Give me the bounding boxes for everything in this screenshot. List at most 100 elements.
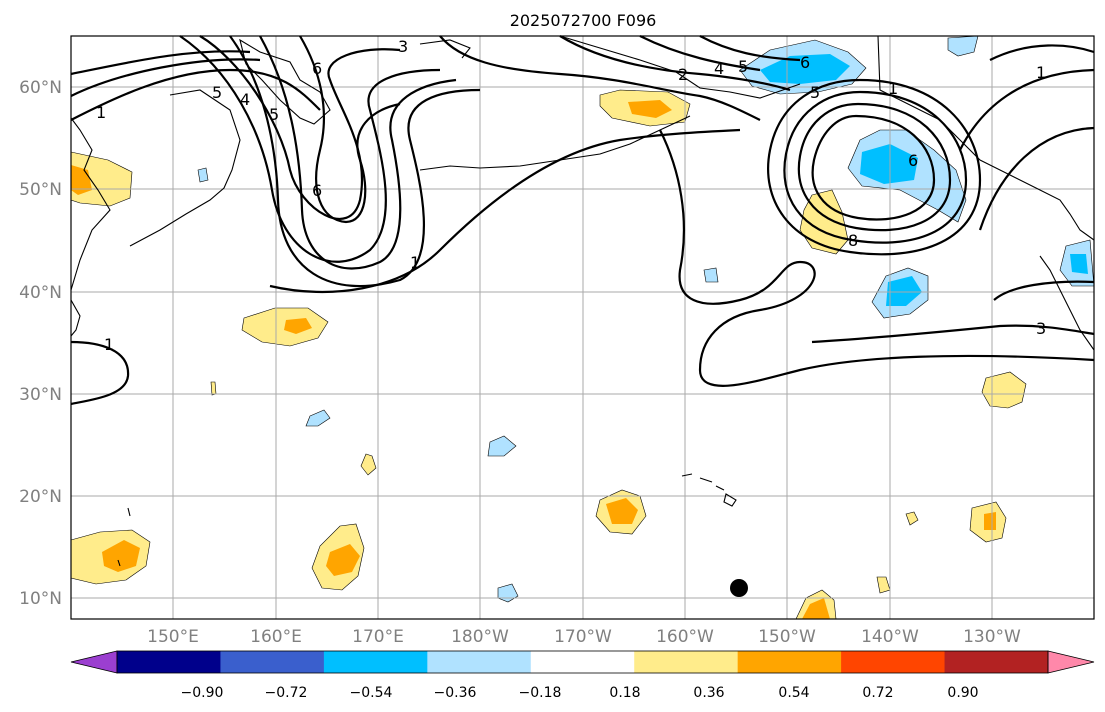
negative-anomaly-core: [760, 54, 850, 84]
lat-label: 60°N: [19, 78, 62, 98]
small-islands: [117, 507, 131, 567]
colorbar-tick-label: 0.36: [693, 685, 724, 701]
positive-anomaly: [360, 453, 377, 476]
contour-label: 1: [410, 253, 420, 272]
colorbar-tick-label: 0.72: [862, 685, 893, 701]
japan-coast: [70, 299, 81, 337]
lon-label: 130°W: [963, 627, 1021, 647]
colorbar: [70, 650, 1095, 674]
lon-label: 150°E: [147, 627, 199, 647]
negative-anomaly: [305, 409, 331, 427]
colorbar-tick-label: −0.72: [265, 685, 308, 701]
contour-line: [699, 35, 801, 62]
colorbar-tick-label: −0.90: [181, 685, 224, 701]
contour-label: 6: [908, 151, 918, 170]
contour-line: [639, 35, 761, 72]
colorbar-tick-label: −0.54: [350, 685, 393, 701]
contour-line: [269, 128, 741, 294]
contour-line: [70, 68, 321, 121]
colorbar-segment: [323, 651, 428, 673]
positive-anomaly-core: [802, 598, 830, 619]
contour-label: 8: [848, 231, 858, 250]
contour-line: [70, 340, 130, 406]
lat-label: 50°N: [19, 180, 62, 200]
contour-label: 5: [738, 57, 748, 76]
contour-label: 3: [1036, 319, 1046, 338]
contours: [70, 35, 1095, 406]
location-marker-dot: [730, 579, 748, 597]
lon-label: 180°W: [451, 627, 509, 647]
colorbar-segment: [944, 651, 1049, 673]
negative-anomaly: [703, 267, 719, 283]
contour-label: 5: [212, 83, 222, 102]
latitude-labels: 60°N 50°N 40°N 30°N 20°N 10°N: [19, 78, 62, 609]
lat-label: 20°N: [19, 487, 62, 507]
negative-anomaly-core: [1070, 254, 1088, 274]
colorbar-tick-label: −0.18: [519, 685, 562, 701]
contour-ring: [767, 78, 982, 256]
contour-line: [70, 50, 251, 76]
contour-line: [259, 35, 457, 270]
north-america-coast: [877, 35, 1095, 241]
contour-label: 5: [269, 105, 279, 124]
contour-labels: 3 6 5 4 5 1 1 1 2 4 5 6 5 6 8 1 3 6 1: [96, 37, 1046, 354]
contour-label: 3: [398, 37, 408, 56]
colorbar-segment: [841, 651, 946, 673]
colorbar-segment: [530, 651, 635, 673]
contour-line: [179, 35, 441, 263]
colorbar-segment: [737, 651, 842, 673]
contour-label: 2: [678, 65, 688, 84]
lon-label: 170°E: [352, 627, 404, 647]
colorbar-extend-max: [1047, 650, 1095, 674]
positive-anomaly-core: [326, 544, 360, 576]
lat-label: 40°N: [19, 283, 62, 303]
negative-anomaly-core: [860, 144, 918, 184]
contour-label: 1: [1036, 63, 1046, 82]
california-coast: [1039, 255, 1095, 351]
lat-label: 10°N: [19, 589, 62, 609]
contour-line: [559, 35, 791, 92]
chukotka-coast: [419, 39, 471, 59]
colorbar-tick-label: 0.54: [778, 685, 809, 701]
contour-label: 4: [714, 59, 724, 78]
contour-line: [989, 44, 1095, 61]
contour-label: 1: [96, 103, 106, 122]
lon-label: 140°W: [861, 627, 919, 647]
graticule: [71, 36, 1094, 619]
positive-anomaly-core: [984, 512, 996, 530]
contour-label: 1: [888, 79, 898, 98]
contour-line: [811, 324, 1095, 344]
colorbar-segment: [117, 651, 221, 673]
colorbar-segment: [220, 651, 325, 673]
map-panel: 3 6 5 4 5 1 1 1 2 4 5 6 5 6 8 1 3 6 1: [70, 35, 1095, 620]
contour-ring: [811, 114, 936, 221]
contour-label: 4: [240, 90, 250, 109]
kamchatka-coast: [129, 89, 241, 247]
lon-label: 170°W: [554, 627, 612, 647]
lat-label: 30°N: [19, 385, 62, 405]
contour-label: 6: [312, 59, 322, 78]
positive-anomaly-core: [284, 318, 312, 334]
colorbar-extend-min: [70, 650, 118, 674]
colorbar-segment: [634, 651, 739, 673]
colorbar-tick-label: −0.36: [434, 685, 477, 701]
positive-anomaly-core: [606, 498, 638, 524]
positive-anomaly: [905, 511, 919, 526]
positive-anomaly-core: [628, 100, 672, 118]
negative-anomaly: [487, 435, 517, 457]
coastlines: [70, 35, 1095, 567]
lon-label: 160°W: [656, 627, 714, 647]
contour-line: [659, 129, 1095, 387]
contour-ring: [797, 102, 952, 232]
hawaii-islands: [681, 473, 737, 507]
shaded-anomalies: [70, 35, 1095, 620]
lon-label: 160°E: [250, 627, 302, 647]
contour-label: 6: [312, 181, 322, 200]
asia-coast: [70, 117, 111, 291]
contour-ring: [783, 90, 968, 244]
contour-line: [959, 68, 1095, 151]
map-title: 2025072700 F096: [510, 11, 657, 30]
contour-label: 6: [800, 53, 810, 72]
okhotsk-coast: [239, 38, 331, 125]
